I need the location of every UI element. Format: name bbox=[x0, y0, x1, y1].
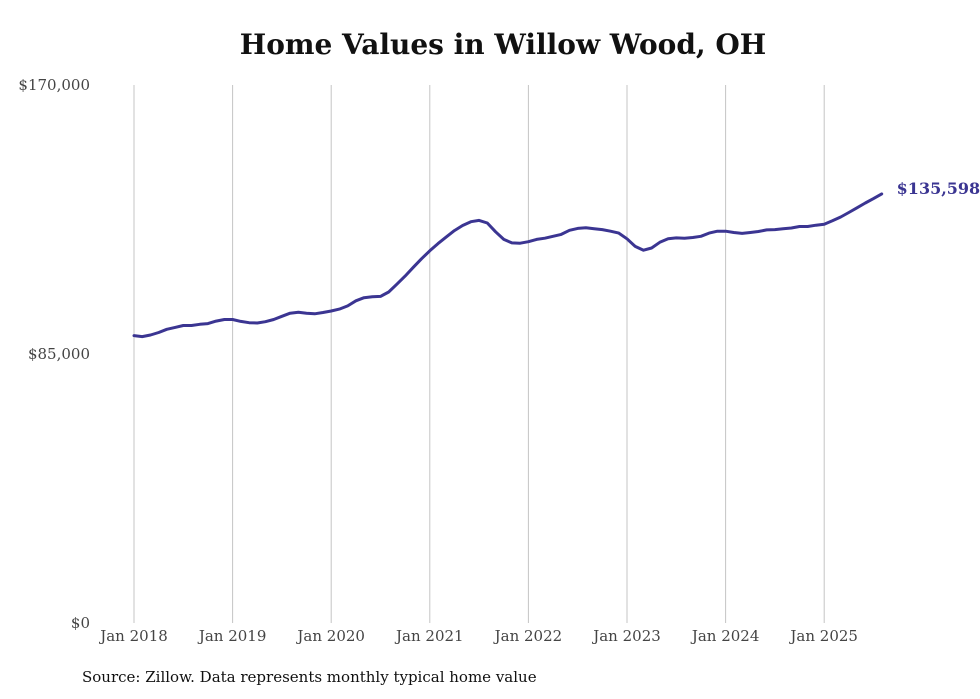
x-tick-label: Jan 2025 bbox=[788, 627, 858, 645]
x-tick-label: Jan 2019 bbox=[197, 627, 267, 645]
x-tick-label: Jan 2024 bbox=[690, 627, 760, 645]
y-tick-label: $85,000 bbox=[28, 345, 90, 363]
x-tick-label: Jan 2023 bbox=[591, 627, 661, 645]
gridlines bbox=[133, 85, 825, 623]
source-note: Source: Zillow. Data represents monthly … bbox=[82, 668, 537, 686]
x-tick-label: Jan 2020 bbox=[295, 627, 365, 645]
y-tick-label: $0 bbox=[71, 614, 90, 632]
x-tick-label: Jan 2021 bbox=[394, 627, 464, 645]
series-line bbox=[132, 192, 884, 339]
x-tick-label: Jan 2018 bbox=[98, 627, 168, 645]
end-value-label: $135,598 bbox=[897, 179, 980, 198]
chart-title: Home Values in Willow Wood, OH bbox=[239, 28, 767, 61]
x-axis-ticks: Jan 2018 Jan 2019 Jan 2020 Jan 2021 Jan 2022… bbox=[98, 627, 858, 645]
y-tick-label: $170,000 bbox=[18, 76, 90, 94]
y-axis-ticks: $0 $85,000 $170,000 bbox=[18, 76, 90, 632]
x-tick-label: Jan 2022 bbox=[493, 627, 563, 645]
